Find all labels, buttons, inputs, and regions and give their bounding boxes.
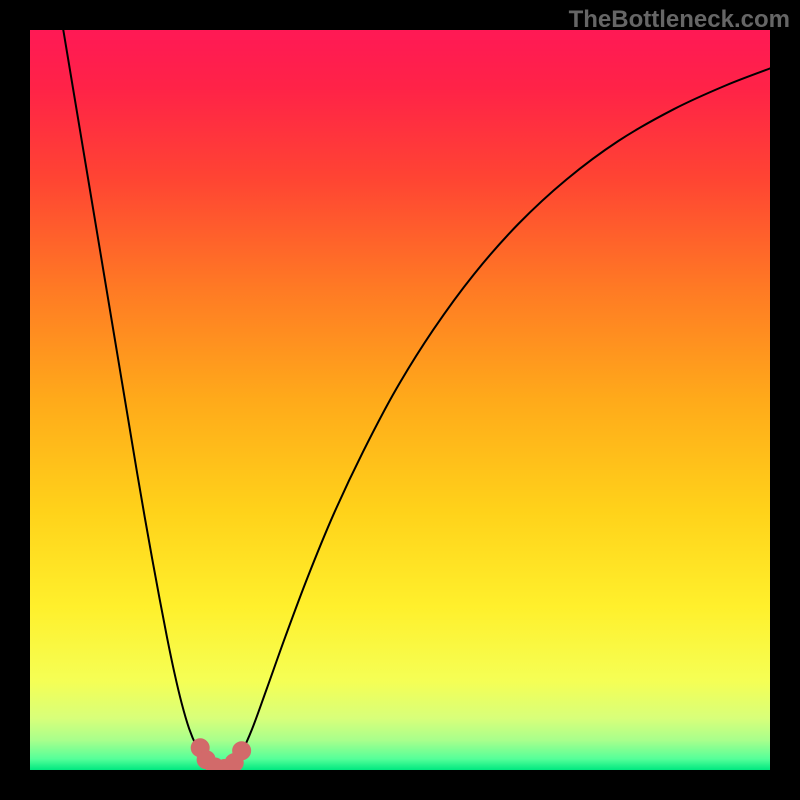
bottleneck-curve-plot bbox=[30, 30, 770, 770]
gradient-background bbox=[30, 30, 770, 770]
watermark-text: TheBottleneck.com bbox=[569, 6, 790, 34]
optimal-marker bbox=[233, 742, 251, 760]
chart-frame bbox=[0, 0, 800, 800]
